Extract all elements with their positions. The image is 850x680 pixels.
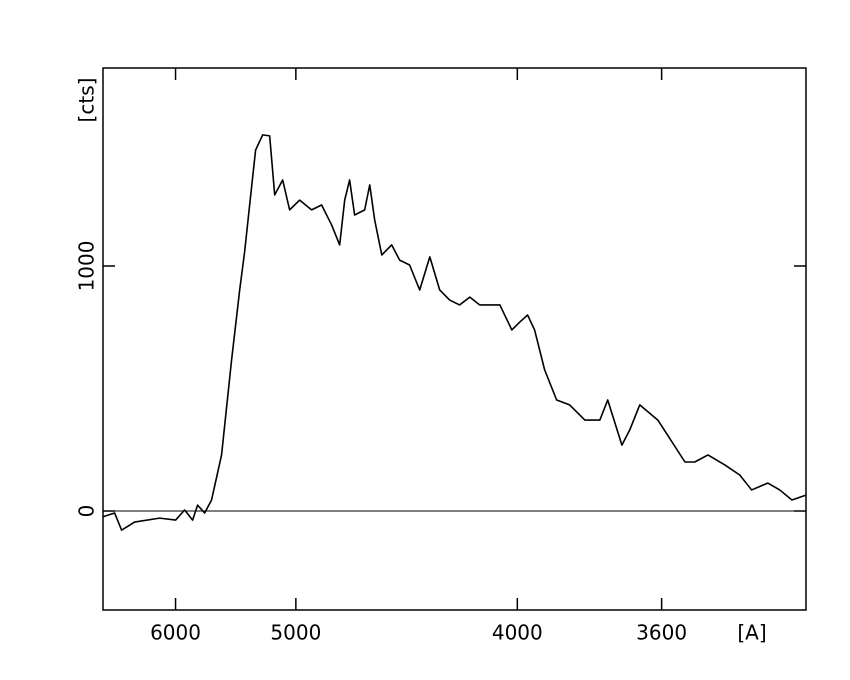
plot-frame — [102, 67, 807, 611]
x-tick-label: 5000 — [270, 621, 321, 645]
x-tick-label: 3600 — [636, 621, 687, 645]
x-axis-label: [A] — [737, 621, 766, 645]
y-axis-label: [cts] — [75, 78, 99, 123]
spectrum-line — [102, 134, 807, 531]
y-tick-label: 1000 — [75, 241, 99, 292]
y-tick-label: 0 — [75, 505, 99, 518]
x-tick-label: 4000 — [492, 621, 543, 645]
x-tick-label: 6000 — [150, 621, 201, 645]
